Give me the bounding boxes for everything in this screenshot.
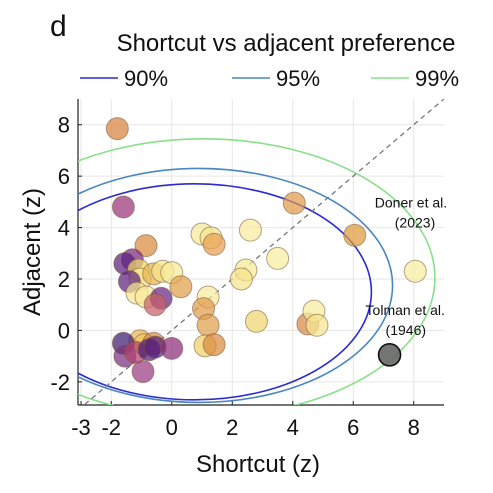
data-point-44 xyxy=(343,223,367,247)
data-point-43 xyxy=(305,313,329,337)
y-tick-label: 0 xyxy=(58,318,70,343)
legend-label-3: 99% xyxy=(415,66,459,91)
data-point-2 xyxy=(111,195,135,219)
data-point-36 xyxy=(196,313,220,337)
data-point-33 xyxy=(229,267,253,291)
annotations: Doner et al. (2023) Tolman et al. (1946) xyxy=(366,194,447,367)
x-tick-label: 2 xyxy=(226,415,238,440)
ellipse-99-pct xyxy=(78,138,436,405)
data-point-30 xyxy=(238,218,262,242)
y-axis-label: Adjacent (z) xyxy=(19,188,46,316)
tolman-point xyxy=(377,343,402,367)
plot-area xyxy=(78,99,444,405)
panel-label: d xyxy=(50,10,67,43)
chart-title: Shortcut vs adjacent preference xyxy=(117,30,456,57)
data-point-45 xyxy=(403,259,427,283)
y-tick-label: 6 xyxy=(58,164,70,189)
legend: 90% 95% 99% xyxy=(80,66,459,91)
data-point-39 xyxy=(244,309,268,333)
reference-label-2: Tolman et al. xyxy=(366,302,445,318)
y-tick-label: 2 xyxy=(58,267,70,292)
data-point-15 xyxy=(143,293,167,317)
reference-label-1: Doner et al. xyxy=(375,194,447,210)
y-tick-label: 4 xyxy=(58,216,70,241)
y-tick-label: -2 xyxy=(50,370,70,395)
data-point-31 xyxy=(266,246,290,270)
x-tick-label: 4 xyxy=(287,415,299,440)
reference-year-2: (1946) xyxy=(386,322,426,338)
ellipse-95-pct xyxy=(78,167,394,404)
x-tick-label: 0 xyxy=(166,415,178,440)
x-axis-label: Shortcut (z) xyxy=(196,451,320,478)
legend-label-1: 90% xyxy=(124,66,168,91)
x-tick-label: 6 xyxy=(347,415,359,440)
diagonal-line xyxy=(83,99,444,405)
data-point-29 xyxy=(202,232,226,256)
x-tick-label: 8 xyxy=(408,415,420,440)
data-point-38 xyxy=(202,333,226,357)
legend-label-2: 95% xyxy=(276,66,320,91)
data-point-3 xyxy=(134,234,158,258)
data-point-1 xyxy=(105,117,129,141)
data-point-40 xyxy=(282,191,306,215)
data-point-25 xyxy=(160,336,184,360)
data-point-16 xyxy=(169,275,193,299)
reference-year-1: (2023) xyxy=(395,214,435,230)
data-point-26 xyxy=(131,360,155,384)
x-tick-label: -3 xyxy=(71,415,91,440)
ellipse-90-pct xyxy=(78,183,373,401)
y-tick-label: 8 xyxy=(58,113,70,138)
x-tick-label: -2 xyxy=(101,415,121,440)
